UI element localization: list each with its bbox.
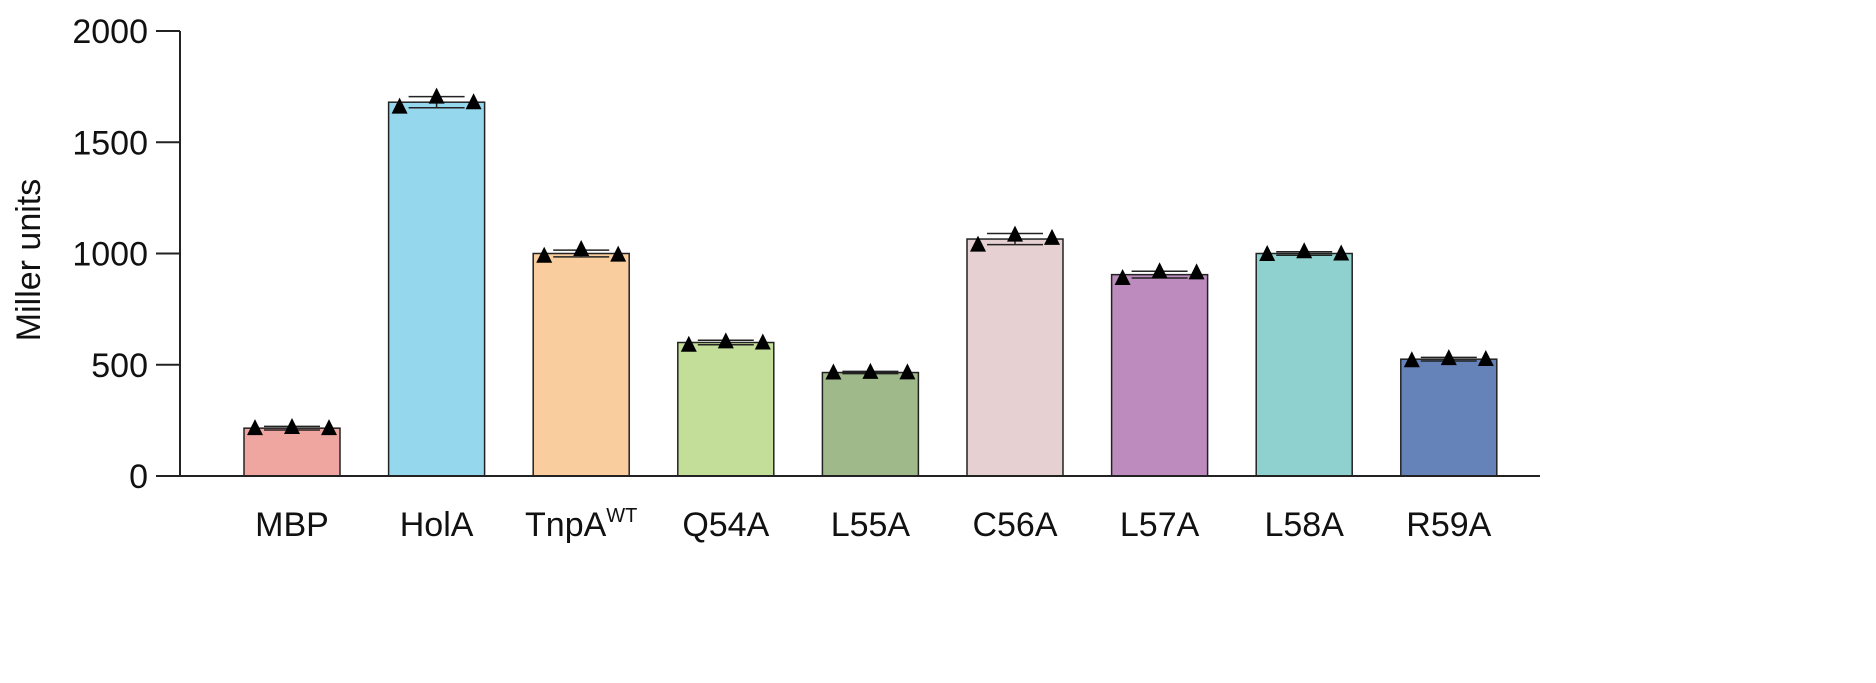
- bar: [677, 341, 775, 477]
- x-tick-label-text: Q54A: [682, 506, 769, 544]
- bar-group: [387, 87, 486, 477]
- x-tick-label: L55A: [831, 506, 911, 544]
- data-point: [573, 240, 590, 257]
- bar: [821, 371, 920, 477]
- data-point: [1188, 263, 1205, 280]
- data-point: [717, 332, 734, 349]
- bar-group: [677, 332, 775, 477]
- y-axis: 0 500 1000 1500 2000: [72, 13, 181, 496]
- data-point: [970, 235, 986, 252]
- x-tick-label-text: R59A: [1406, 506, 1491, 544]
- x-tick-label: HolA: [400, 506, 474, 544]
- bar: [243, 427, 341, 477]
- data-point: [1044, 228, 1060, 245]
- data-point: [899, 363, 916, 380]
- data-point: [825, 363, 842, 380]
- data-point: [428, 87, 445, 104]
- x-tick-label: L58A: [1264, 506, 1344, 544]
- data-point: [1333, 244, 1350, 261]
- y-axis-label: Miller units: [10, 179, 48, 341]
- data-point: [1007, 225, 1023, 242]
- x-tick-label-text: L57A: [1120, 506, 1200, 544]
- x-tick-label: Q54A: [682, 506, 769, 544]
- data-point: [391, 97, 408, 114]
- y-tick-label: 1000: [72, 236, 148, 274]
- data-point: [862, 362, 879, 379]
- bar: [532, 252, 630, 477]
- bar-group: [532, 240, 630, 477]
- bar: [1110, 273, 1209, 477]
- data-point: [1151, 262, 1168, 279]
- bar-group: [243, 418, 341, 477]
- x-tick-label: MBP: [255, 506, 329, 544]
- bar-group: [966, 225, 1064, 477]
- y-tick-label: 1500: [72, 124, 148, 162]
- x-tick-label-text: HolA: [400, 506, 474, 544]
- x-tick-label: C56A: [972, 506, 1057, 544]
- y-tick-label: 2000: [72, 13, 148, 51]
- data-point: [465, 93, 482, 110]
- y-tick-label: 0: [129, 458, 148, 496]
- x-tick-label-text: L55A: [831, 506, 911, 544]
- bar: [1255, 252, 1353, 477]
- bar-group: [821, 362, 920, 477]
- data-point: [1114, 268, 1131, 285]
- x-tick-label-text: TnpA: [525, 506, 607, 544]
- bars: [243, 87, 1498, 477]
- data-point: [1477, 349, 1494, 366]
- x-tick-label-text: L58A: [1264, 506, 1344, 544]
- data-point: [610, 245, 627, 262]
- bar: [387, 101, 486, 477]
- x-tick-label: TnpAWT: [525, 505, 637, 544]
- bar-group: [1110, 262, 1209, 477]
- x-tick-label-superscript: WT: [606, 505, 637, 527]
- data-point: [284, 418, 300, 435]
- data-point: [321, 419, 337, 436]
- data-point: [536, 246, 553, 263]
- x-tick-label-text: MBP: [255, 506, 329, 544]
- data-point: [680, 335, 697, 352]
- bar: [1400, 358, 1498, 477]
- x-tick-label: L57A: [1120, 506, 1200, 544]
- bar: [966, 238, 1064, 477]
- x-tick-label-text: C56A: [972, 506, 1057, 544]
- data-point: [1259, 244, 1276, 261]
- x-tick-label: R59A: [1406, 506, 1491, 544]
- data-point: [1403, 351, 1420, 368]
- bar-group: [1255, 242, 1353, 477]
- data-point: [247, 419, 263, 436]
- data-point: [754, 333, 771, 350]
- x-axis: MBP HolA TnpAWT Q54A L55A C56A L57A L58A R59A: [180, 475, 1540, 544]
- data-point: [1440, 349, 1457, 366]
- y-tick-label: 500: [91, 347, 148, 385]
- bar-group: [1400, 349, 1498, 477]
- data-point: [1296, 242, 1313, 259]
